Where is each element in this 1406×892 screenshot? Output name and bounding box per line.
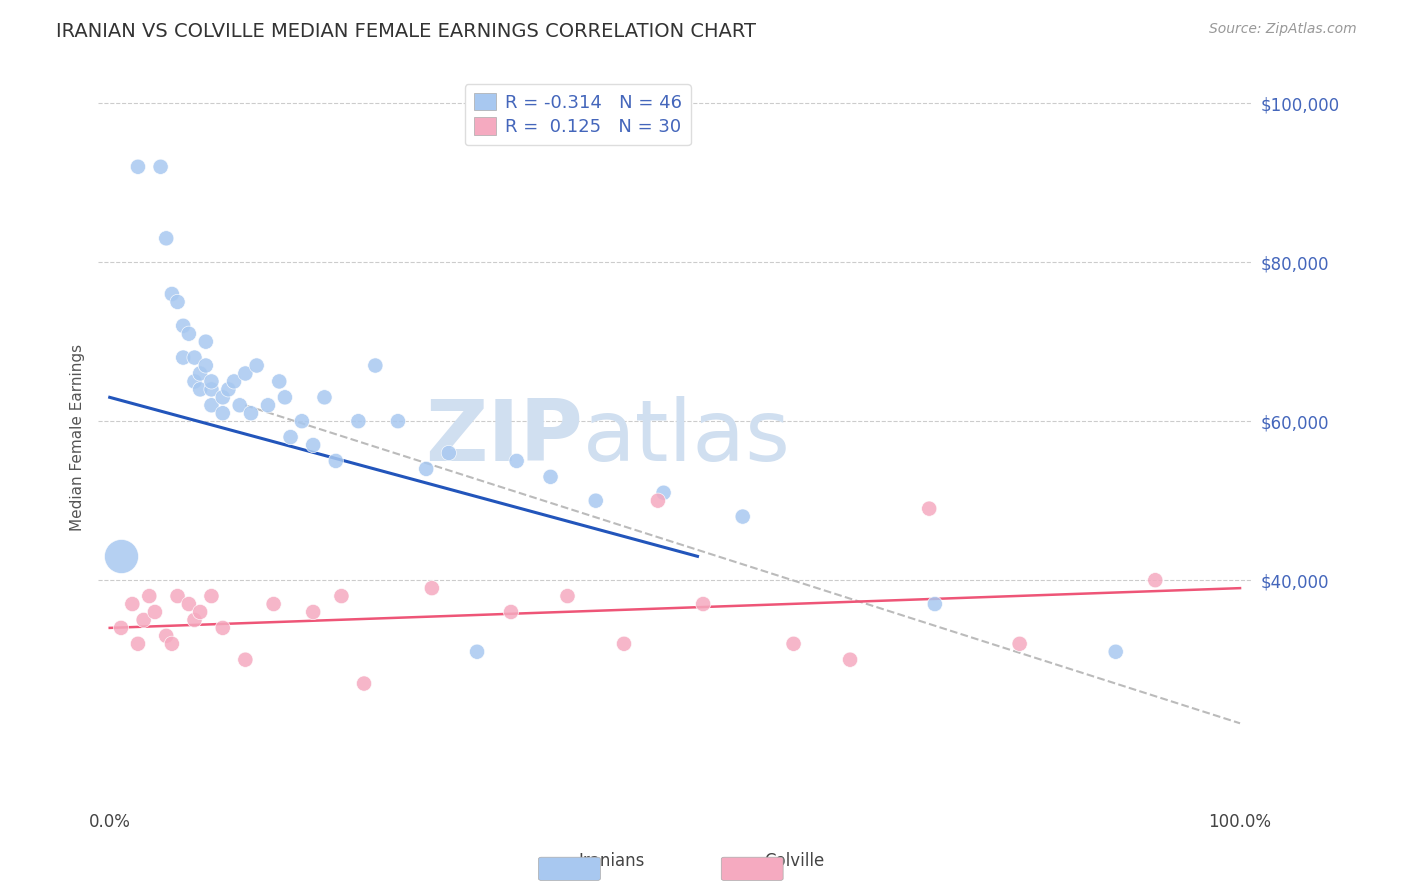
Point xyxy=(302,605,325,619)
Point xyxy=(211,406,233,420)
Point xyxy=(918,501,941,516)
Text: Colville: Colville xyxy=(765,852,824,870)
Point xyxy=(540,470,562,484)
Point xyxy=(149,160,172,174)
Point xyxy=(387,414,409,428)
Legend: R = -0.314   N = 46, R =  0.125   N = 30: R = -0.314 N = 46, R = 0.125 N = 30 xyxy=(465,84,690,145)
Point xyxy=(235,653,257,667)
Point xyxy=(160,287,183,301)
Point xyxy=(1144,573,1167,587)
Point xyxy=(330,589,353,603)
Point xyxy=(613,637,636,651)
Point xyxy=(183,351,205,365)
Point xyxy=(652,485,675,500)
Point xyxy=(166,589,188,603)
Point xyxy=(437,446,460,460)
Text: Iranians: Iranians xyxy=(578,852,645,870)
Point xyxy=(692,597,714,611)
Point xyxy=(166,294,188,309)
Point xyxy=(177,597,200,611)
Point xyxy=(138,589,160,603)
Text: IRANIAN VS COLVILLE MEDIAN FEMALE EARNINGS CORRELATION CHART: IRANIAN VS COLVILLE MEDIAN FEMALE EARNIN… xyxy=(56,22,756,41)
Point xyxy=(505,454,527,468)
Point xyxy=(183,613,205,627)
Point xyxy=(217,383,239,397)
Point xyxy=(132,613,155,627)
Point xyxy=(647,493,669,508)
Point xyxy=(557,589,579,603)
Point xyxy=(188,383,211,397)
Point xyxy=(211,621,233,635)
Text: Source: ZipAtlas.com: Source: ZipAtlas.com xyxy=(1209,22,1357,37)
Point xyxy=(200,383,222,397)
Point xyxy=(314,390,336,404)
Point xyxy=(143,605,166,619)
Point xyxy=(188,367,211,381)
Point xyxy=(246,359,269,373)
Point xyxy=(465,645,488,659)
Point xyxy=(420,581,443,595)
Point xyxy=(172,351,194,365)
Point xyxy=(228,398,250,412)
Point xyxy=(731,509,754,524)
Point xyxy=(155,629,177,643)
Point xyxy=(839,653,862,667)
Point xyxy=(160,637,183,651)
Point xyxy=(499,605,522,619)
Y-axis label: Median Female Earnings: Median Female Earnings xyxy=(69,343,84,531)
Point xyxy=(924,597,946,611)
Point xyxy=(194,334,217,349)
Point xyxy=(364,359,387,373)
Point xyxy=(1008,637,1031,651)
Point xyxy=(200,589,222,603)
Point xyxy=(235,367,257,381)
Point xyxy=(110,549,132,564)
Point xyxy=(415,462,437,476)
Point xyxy=(110,621,132,635)
Point xyxy=(353,676,375,690)
Point xyxy=(257,398,280,412)
Point xyxy=(1105,645,1128,659)
Text: atlas: atlas xyxy=(582,395,790,479)
Point xyxy=(172,318,194,333)
Point xyxy=(280,430,302,444)
Point xyxy=(347,414,370,428)
Point xyxy=(585,493,607,508)
Point xyxy=(127,160,149,174)
Point xyxy=(274,390,297,404)
Point xyxy=(200,375,222,389)
Text: ZIP: ZIP xyxy=(425,395,582,479)
Point xyxy=(269,375,291,389)
Point xyxy=(155,231,177,245)
Point xyxy=(263,597,285,611)
Point xyxy=(302,438,325,452)
Point xyxy=(121,597,143,611)
Point xyxy=(211,390,233,404)
Point xyxy=(183,375,205,389)
Point xyxy=(325,454,347,468)
Point xyxy=(127,637,149,651)
Point xyxy=(240,406,263,420)
Point xyxy=(291,414,314,428)
Point xyxy=(200,398,222,412)
Point xyxy=(782,637,804,651)
Point xyxy=(177,326,200,341)
Point xyxy=(222,375,245,389)
Point xyxy=(188,605,211,619)
Point xyxy=(194,359,217,373)
